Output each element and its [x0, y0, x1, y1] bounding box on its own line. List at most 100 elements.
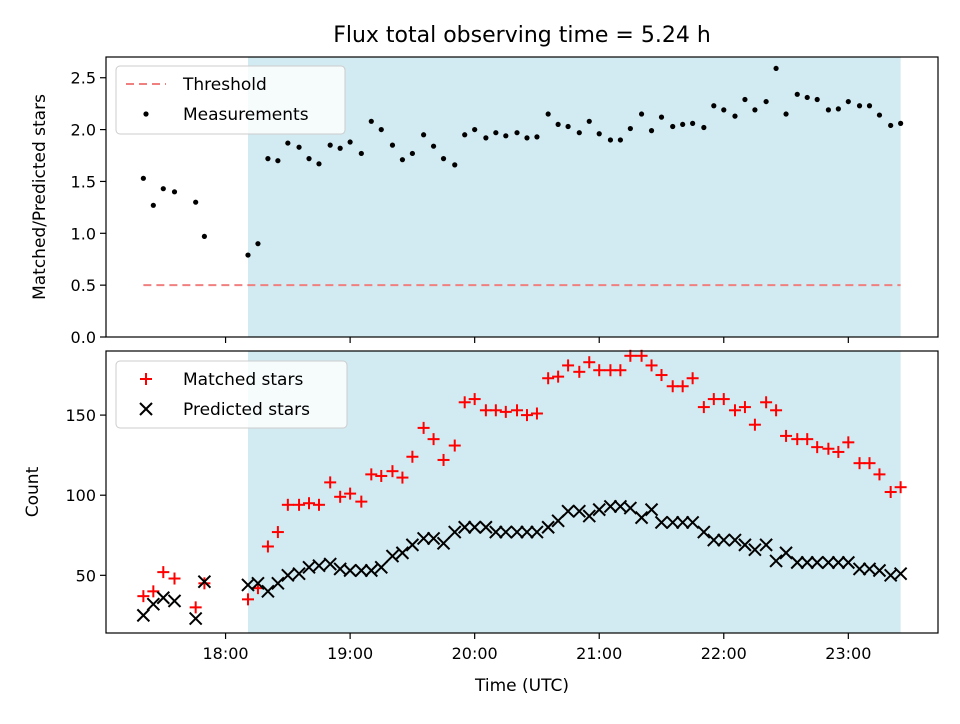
- legend-threshold-label: Threshold: [182, 75, 267, 95]
- matched-star-point: [542, 372, 555, 385]
- bottom-y-tick-label: 50: [76, 566, 96, 585]
- matched-star-point: [312, 498, 325, 511]
- measurement-point: [596, 131, 602, 137]
- measurement-point: [368, 118, 374, 124]
- matched-star-point: [842, 436, 855, 449]
- matched-star-point: [281, 498, 294, 511]
- marker-stroke: [146, 597, 161, 611]
- predicted-star-point: [810, 555, 824, 570]
- bottom-legend: Matched stars Predicted stars: [115, 360, 348, 429]
- marker-stroke: [261, 584, 275, 599]
- matched-star-point: [894, 481, 907, 494]
- marker-stroke: [374, 560, 388, 575]
- predicted-star-point: [592, 502, 606, 517]
- predicted-star-point: [385, 549, 400, 563]
- marker-stroke: [479, 520, 493, 534]
- matched-star-point: [198, 577, 211, 590]
- measurement-point: [306, 156, 312, 162]
- measurement-point: [193, 199, 199, 205]
- marker-stroke: [697, 525, 711, 539]
- predicted-star-point: [634, 510, 649, 525]
- predicted-star-point: [436, 536, 451, 550]
- predicted-star-point: [623, 501, 638, 515]
- predicted-star-point: [395, 546, 410, 560]
- measurement-point: [358, 150, 364, 157]
- marker-stroke: [707, 533, 721, 547]
- predicted-star-point: [738, 538, 752, 552]
- measurement-point: [347, 139, 353, 145]
- measurement-point: [421, 132, 427, 138]
- matched-star-point: [293, 498, 306, 511]
- legend-matched-swatch: [140, 373, 152, 385]
- matched-star-point: [717, 393, 730, 406]
- measurement-point: [160, 186, 166, 192]
- matched-star-point: [168, 572, 181, 585]
- predicted-star-point: [603, 499, 618, 514]
- marker-stroke: [582, 509, 596, 523]
- marker-stroke: [520, 525, 534, 539]
- top-panel: 0.0 0.5 1.0 1.5 2.0 2.5 Matched/Predicted sta…: [30, 56, 939, 347]
- measurement-point: [514, 130, 520, 136]
- marker-stroke: [872, 563, 887, 578]
- top-y-tick-label: 0.0: [71, 328, 96, 347]
- measurement-point: [503, 133, 509, 139]
- matched-star-point: [271, 526, 284, 539]
- matched-star-point: [780, 429, 793, 442]
- matched-star-point: [686, 372, 699, 385]
- marker-stroke: [821, 555, 836, 570]
- matched-star-point: [801, 433, 814, 446]
- measurement-point: [721, 107, 727, 113]
- measurement-point: [814, 96, 820, 103]
- bottom-legend-box: [115, 360, 348, 429]
- top-legend: Threshold Measurements: [115, 65, 346, 135]
- predicted-star-point: [520, 525, 534, 539]
- x-tick-label: 19:00: [327, 644, 373, 663]
- predicted-star-point: [479, 520, 493, 534]
- predicted-star-point: [831, 555, 846, 570]
- measurement-point: [763, 98, 769, 105]
- matched-star-point: [189, 601, 202, 614]
- marker-stroke: [302, 560, 316, 575]
- marker-stroke: [893, 567, 908, 581]
- matched-star-point: [593, 364, 606, 377]
- predicted-star-point: [654, 515, 669, 530]
- marker-stroke: [738, 538, 752, 552]
- chart-title: Flux total observing time = 5.24 h: [333, 23, 711, 48]
- predicted-star-point: [405, 538, 420, 552]
- measurement-point: [201, 233, 207, 240]
- matched-star-point: [375, 469, 388, 482]
- top-legend-box: [115, 65, 346, 135]
- predicted-star-point: [292, 567, 306, 581]
- bottom-shaded-region: [247, 351, 901, 633]
- predicted-star-point: [582, 509, 596, 523]
- measurement-point: [555, 121, 561, 128]
- measurement-point: [524, 135, 530, 141]
- marker-stroke: [748, 542, 762, 557]
- matched-star-point: [386, 465, 399, 478]
- matched-star-point: [303, 497, 316, 510]
- marker-stroke: [572, 504, 587, 518]
- top-y-tick-label: 1.5: [71, 172, 96, 191]
- measurement-point: [845, 98, 851, 105]
- marker-stroke: [271, 576, 285, 591]
- matched-star-point: [738, 401, 751, 414]
- marker-stroke: [436, 536, 451, 550]
- predicted-star-point: [312, 558, 326, 573]
- matched-star-point: [468, 393, 481, 406]
- predicted-star-point: [541, 520, 555, 534]
- measurement-point: [742, 96, 748, 103]
- marker-stroke: [136, 608, 151, 623]
- matched-star-point: [635, 349, 648, 362]
- marker-stroke: [354, 563, 369, 578]
- marker-stroke: [510, 525, 524, 539]
- measurement-point: [825, 107, 831, 113]
- measurement-point: [607, 137, 614, 143]
- measurement-point: [378, 126, 384, 133]
- measurement-point: [327, 142, 333, 148]
- marker-stroke: [448, 525, 462, 539]
- measurement-point: [670, 123, 676, 130]
- predicted-star-point: [800, 555, 814, 570]
- measurement-point: [658, 114, 665, 120]
- measurement-point: [399, 157, 406, 163]
